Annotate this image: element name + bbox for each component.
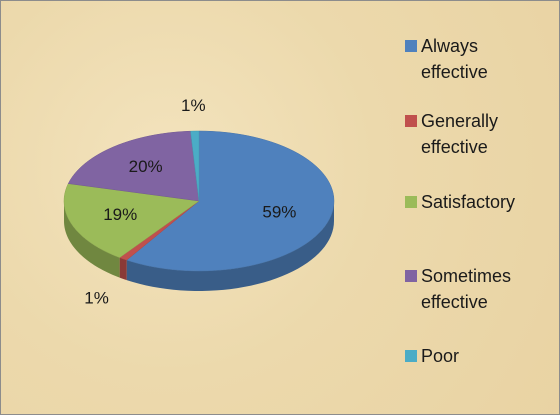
- legend-swatch: [405, 350, 417, 362]
- slice: [63, 183, 200, 258]
- slice: [67, 130, 200, 202]
- legend-swatch: [405, 196, 417, 208]
- legend-swatch: [405, 270, 417, 282]
- data-label: 20%: [129, 157, 163, 176]
- legend-label: Generally effective: [421, 111, 499, 157]
- data-label: 59%: [262, 203, 296, 222]
- pie-area: 59% 1% 19% 20% 1%: [63, 96, 335, 308]
- legend-label: Sometimes effective: [421, 266, 512, 312]
- slice-side: [119, 257, 127, 281]
- data-label: 1%: [84, 289, 109, 308]
- legend-label: Satisfactory: [421, 192, 516, 212]
- legend-label: Poor: [421, 346, 460, 366]
- slice: [126, 130, 335, 272]
- slice-side: [64, 201, 120, 278]
- legend-label: Always effective: [421, 36, 488, 82]
- data-label: 19%: [103, 205, 137, 224]
- legend-swatch: [405, 115, 417, 127]
- legend-swatch: [405, 40, 417, 52]
- slice: [190, 130, 200, 202]
- slice-side: [126, 201, 334, 291]
- data-label: 1%: [181, 96, 206, 115]
